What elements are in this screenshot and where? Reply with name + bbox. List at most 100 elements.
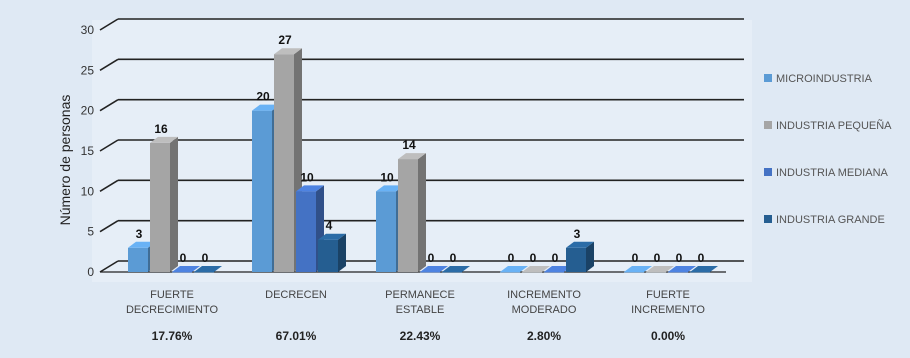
legend-swatch [764,168,772,176]
bar-top [690,266,718,272]
data-label: 27 [278,33,292,47]
bar-top [646,266,674,272]
bar [398,159,418,272]
category-percentage: 0.00% [651,329,685,343]
data-label: 20 [256,90,270,104]
legend-label: INDUSTRIA GRANDE [776,214,885,226]
y-tick-label: 10 [81,184,95,198]
data-label: 10 [300,170,314,184]
x-tick-label: INCREMENTO [631,304,705,316]
bar-top [128,241,156,248]
bar-top [544,266,572,272]
legend-label: INDUSTRIA MEDIANA [776,167,889,179]
gridline-slant-6 [99,18,119,31]
data-label: 0 [428,251,435,265]
x-tick-label: ESTABLE [396,304,445,316]
category-percentage: 2.80% [527,329,561,343]
bar [274,54,294,273]
bar [690,272,710,273]
bar-top [318,233,346,240]
data-label: 16 [154,122,168,136]
bar-side [586,241,594,272]
x-tick-label: MODERADO [512,304,577,316]
bar [646,272,666,273]
category-percentage: 17.76% [152,329,193,343]
data-label: 0 [552,251,559,265]
x-tick-label: INCREMENTO [507,289,581,301]
gridline-slant-3 [99,139,119,152]
bar-top [296,185,324,192]
category-percentage: 67.01% [276,329,317,343]
bar-top [522,266,550,272]
gridline-slant-2 [99,179,119,193]
bar-top [150,136,178,143]
gridline-slant-1 [99,219,119,233]
y-tick-label: 0 [87,265,94,279]
data-label: 0 [508,251,515,265]
data-label: 3 [574,227,581,241]
data-label: 0 [202,251,209,265]
bar-top [500,266,528,272]
data-label: 10 [380,170,394,184]
legend-swatch [764,74,772,82]
data-label: 4 [326,219,333,233]
bar [544,272,564,273]
bar [172,272,192,273]
bar [668,272,688,273]
data-label: 0 [632,251,639,265]
gridline-slant-5 [99,58,119,72]
bar [296,191,316,272]
category-percentage: 22.43% [400,329,441,343]
bar [376,191,396,272]
data-label: 0 [180,251,187,265]
data-label: 0 [676,251,683,265]
x-tick-label: FUERTE [150,289,194,301]
data-label: 0 [654,251,661,265]
bar-side [418,153,426,272]
gridline-slant-4 [99,98,119,112]
bar [500,272,520,273]
y-tick-label: 20 [81,104,95,118]
y-tick-label: 15 [81,144,95,158]
x-tick-label: FUERTE [646,289,690,301]
bar-top [420,266,448,272]
bar-top [252,104,280,111]
data-label: 0 [450,251,457,265]
x-tick-label: DECRECIMIENTO [126,304,219,316]
bar [194,272,214,273]
bar-top [172,266,200,272]
bar-top [442,266,470,272]
y-axis-label: Número de personas [57,95,73,226]
gridline-slant-0 [99,260,119,273]
bar-side [170,136,178,272]
data-label: 3 [136,227,143,241]
bar [420,272,440,273]
legend-swatch [764,121,772,129]
bar-top [624,266,652,272]
bar-top [668,266,696,272]
bar-top [566,241,594,248]
legend-label: MICROINDUSTRIA [776,73,873,85]
x-tick-label: DECRECEN [265,289,327,301]
y-tick-label: 30 [81,23,95,37]
bar [442,272,462,273]
y-tick-label: 5 [87,225,94,239]
data-label: 14 [402,138,416,152]
bar [252,110,272,273]
bar [128,247,148,272]
bar [522,272,542,273]
bar-side [338,233,346,272]
legend-swatch [764,215,772,223]
bar-top [376,185,404,192]
legend-label: INDUSTRIA PEQUEÑA [776,119,892,132]
bar-top [398,153,426,160]
data-label: 0 [698,251,705,265]
bar-top [274,48,302,55]
bar [566,247,586,272]
bar [624,272,644,273]
bar [318,239,338,272]
bar-top [194,266,222,272]
x-tick-label: PERMANECE [385,289,455,301]
